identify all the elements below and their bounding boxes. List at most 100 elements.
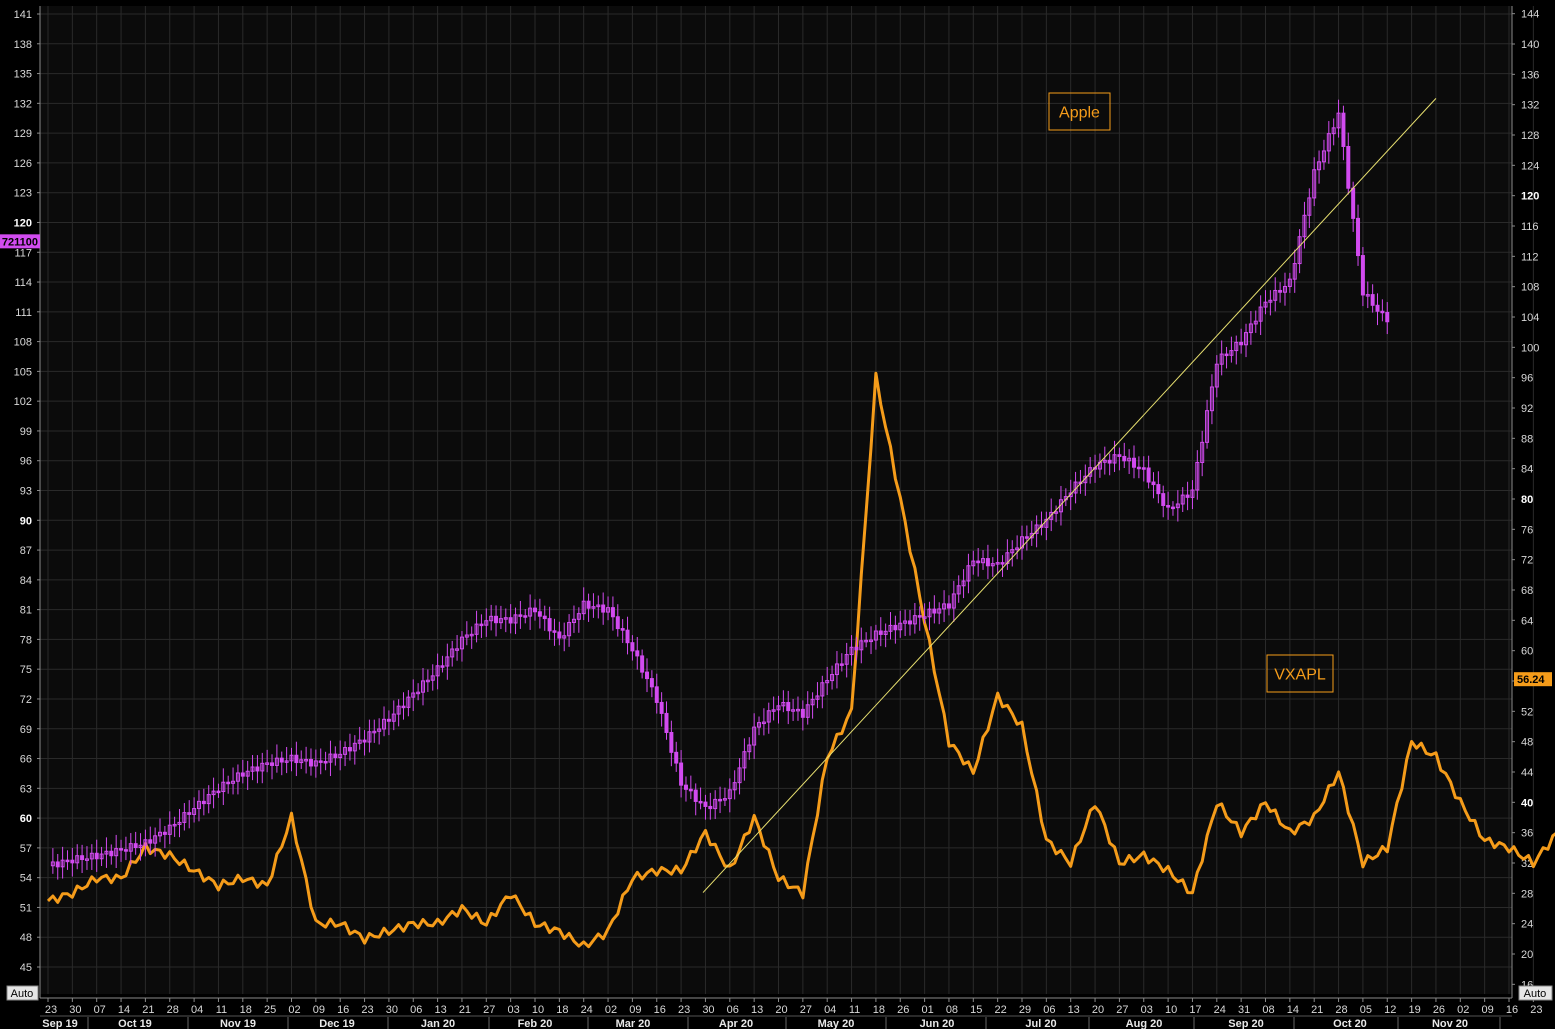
right-tick-label: 24 bbox=[1521, 919, 1533, 931]
x-month-label: May 20 bbox=[818, 1018, 855, 1029]
apple-candle-body bbox=[294, 754, 299, 764]
apple-candle-body bbox=[80, 855, 85, 861]
apple-candle-body bbox=[250, 766, 255, 772]
apple-candle-body bbox=[50, 861, 55, 867]
x-day-label: 11 bbox=[216, 1004, 227, 1016]
left-tick-label: 72 bbox=[20, 694, 32, 706]
left-tick-label: 51 bbox=[20, 902, 32, 914]
apple-candle-body bbox=[1321, 150, 1326, 163]
x-day-label: 18 bbox=[873, 1004, 885, 1016]
apple-candle-body bbox=[211, 790, 216, 796]
right-tick-label: 36 bbox=[1521, 828, 1533, 840]
apple-candle-body bbox=[279, 757, 284, 763]
x-day-label: 06 bbox=[410, 1004, 422, 1016]
apple-candle-body bbox=[109, 850, 114, 857]
apple-candle-body bbox=[1161, 493, 1166, 506]
apple-candle-body bbox=[674, 751, 679, 764]
apple-candle-body bbox=[825, 680, 830, 684]
apple-candle-body bbox=[1136, 466, 1141, 470]
left-tick-label: 129 bbox=[14, 128, 32, 140]
apple-candle-body bbox=[245, 770, 250, 777]
apple-candle-body bbox=[956, 585, 961, 595]
x-day-label: 01 bbox=[921, 1004, 933, 1016]
apple-candle-body bbox=[416, 691, 421, 695]
apple-candle-body bbox=[542, 615, 547, 620]
apple-candle-body bbox=[898, 622, 903, 631]
right-tick-label: 44 bbox=[1521, 767, 1533, 779]
x-day-label: 27 bbox=[1116, 1004, 1128, 1016]
auto-scale-right-button[interactable]: Auto bbox=[1518, 985, 1553, 1001]
apple-candle-body bbox=[231, 780, 236, 784]
apple-candle-body bbox=[1122, 455, 1127, 462]
apple-candle-body bbox=[357, 739, 362, 744]
apple-candle-body bbox=[318, 760, 323, 763]
x-day-label: 02 bbox=[1457, 1004, 1469, 1016]
apple-candle-body bbox=[1068, 492, 1073, 498]
apple-candle-body bbox=[1185, 494, 1190, 498]
left-tick-label: 93 bbox=[20, 486, 32, 498]
right-tick-label: 140 bbox=[1521, 39, 1539, 51]
apple-candle-body bbox=[552, 630, 557, 633]
left-tick-label: 60 bbox=[20, 813, 32, 825]
apple-candle-body bbox=[761, 721, 766, 725]
apple-candle-body bbox=[153, 835, 158, 844]
x-month-label: Oct 19 bbox=[118, 1018, 152, 1029]
x-day-label: 30 bbox=[69, 1004, 81, 1016]
apple-candle-body bbox=[620, 628, 625, 631]
apple-candle-body bbox=[567, 621, 572, 637]
x-day-label: 14 bbox=[118, 1004, 130, 1016]
left-tick-label: 75 bbox=[20, 664, 32, 676]
x-day-label: 05 bbox=[1360, 1004, 1372, 1016]
x-day-label: 16 bbox=[654, 1004, 666, 1016]
auto-scale-left-button[interactable]: Auto bbox=[6, 985, 39, 1001]
left-tick-label: 45 bbox=[20, 962, 32, 974]
apple-candle-body bbox=[757, 722, 762, 728]
apple-candle-body bbox=[65, 859, 70, 863]
apple-candle-body bbox=[581, 600, 586, 615]
apple-candle-body bbox=[654, 686, 659, 703]
apple-candle-body bbox=[343, 747, 348, 755]
x-day-label: 06 bbox=[1043, 1004, 1055, 1016]
apple-candle-body bbox=[328, 753, 333, 763]
apple-candle-body bbox=[1385, 311, 1390, 323]
apple-candle-body bbox=[313, 760, 318, 767]
apple-candle-body bbox=[722, 798, 727, 801]
right-tick-label: 100 bbox=[1521, 342, 1539, 354]
apple-candle-body bbox=[693, 789, 698, 802]
left-tick-label: 135 bbox=[14, 69, 32, 81]
apple-candle-body bbox=[985, 558, 990, 567]
x-day-label: 13 bbox=[1068, 1004, 1080, 1016]
right-tick-label: 128 bbox=[1521, 130, 1539, 142]
apple-candle-body bbox=[284, 760, 289, 763]
apple-candle-body bbox=[1044, 518, 1049, 528]
apple-candle-body bbox=[1365, 294, 1370, 297]
x-day-label: 17 bbox=[1189, 1004, 1201, 1016]
right-tick-label: 116 bbox=[1521, 221, 1539, 233]
right-tick-label: 92 bbox=[1521, 403, 1533, 415]
apple-candle-body bbox=[1346, 145, 1351, 189]
apple-candle-body bbox=[1312, 169, 1317, 199]
x-day-label: 10 bbox=[1165, 1004, 1177, 1016]
apple-candle-body bbox=[659, 701, 664, 714]
apple-candle-body bbox=[810, 698, 815, 706]
apple-candle-body bbox=[1132, 457, 1137, 468]
apple-candle-body bbox=[1351, 187, 1356, 219]
apple-candle-body bbox=[669, 731, 674, 753]
apple-candle-body bbox=[635, 650, 640, 657]
apple-candle-body bbox=[430, 675, 435, 681]
right-axis: 1620242832364044485256606468727680848892… bbox=[1511, 6, 1539, 998]
x-day-label: 25 bbox=[264, 1004, 276, 1016]
left-tick-label: 123 bbox=[14, 188, 32, 200]
x-day-label: 26 bbox=[897, 1004, 909, 1016]
vxapl-annotation-label: VXAPL bbox=[1274, 667, 1326, 684]
apple-candle-body bbox=[425, 679, 430, 683]
apple-candle-body bbox=[440, 665, 445, 668]
apple-candle-body bbox=[708, 805, 713, 810]
x-day-label: 02 bbox=[605, 1004, 617, 1016]
x-day-label: 07 bbox=[94, 1004, 106, 1016]
vxapl-line bbox=[46, 371, 1555, 949]
apple-candle-body bbox=[304, 758, 309, 762]
apple-candle-body bbox=[187, 812, 192, 815]
apple-candle-body bbox=[1205, 410, 1210, 443]
